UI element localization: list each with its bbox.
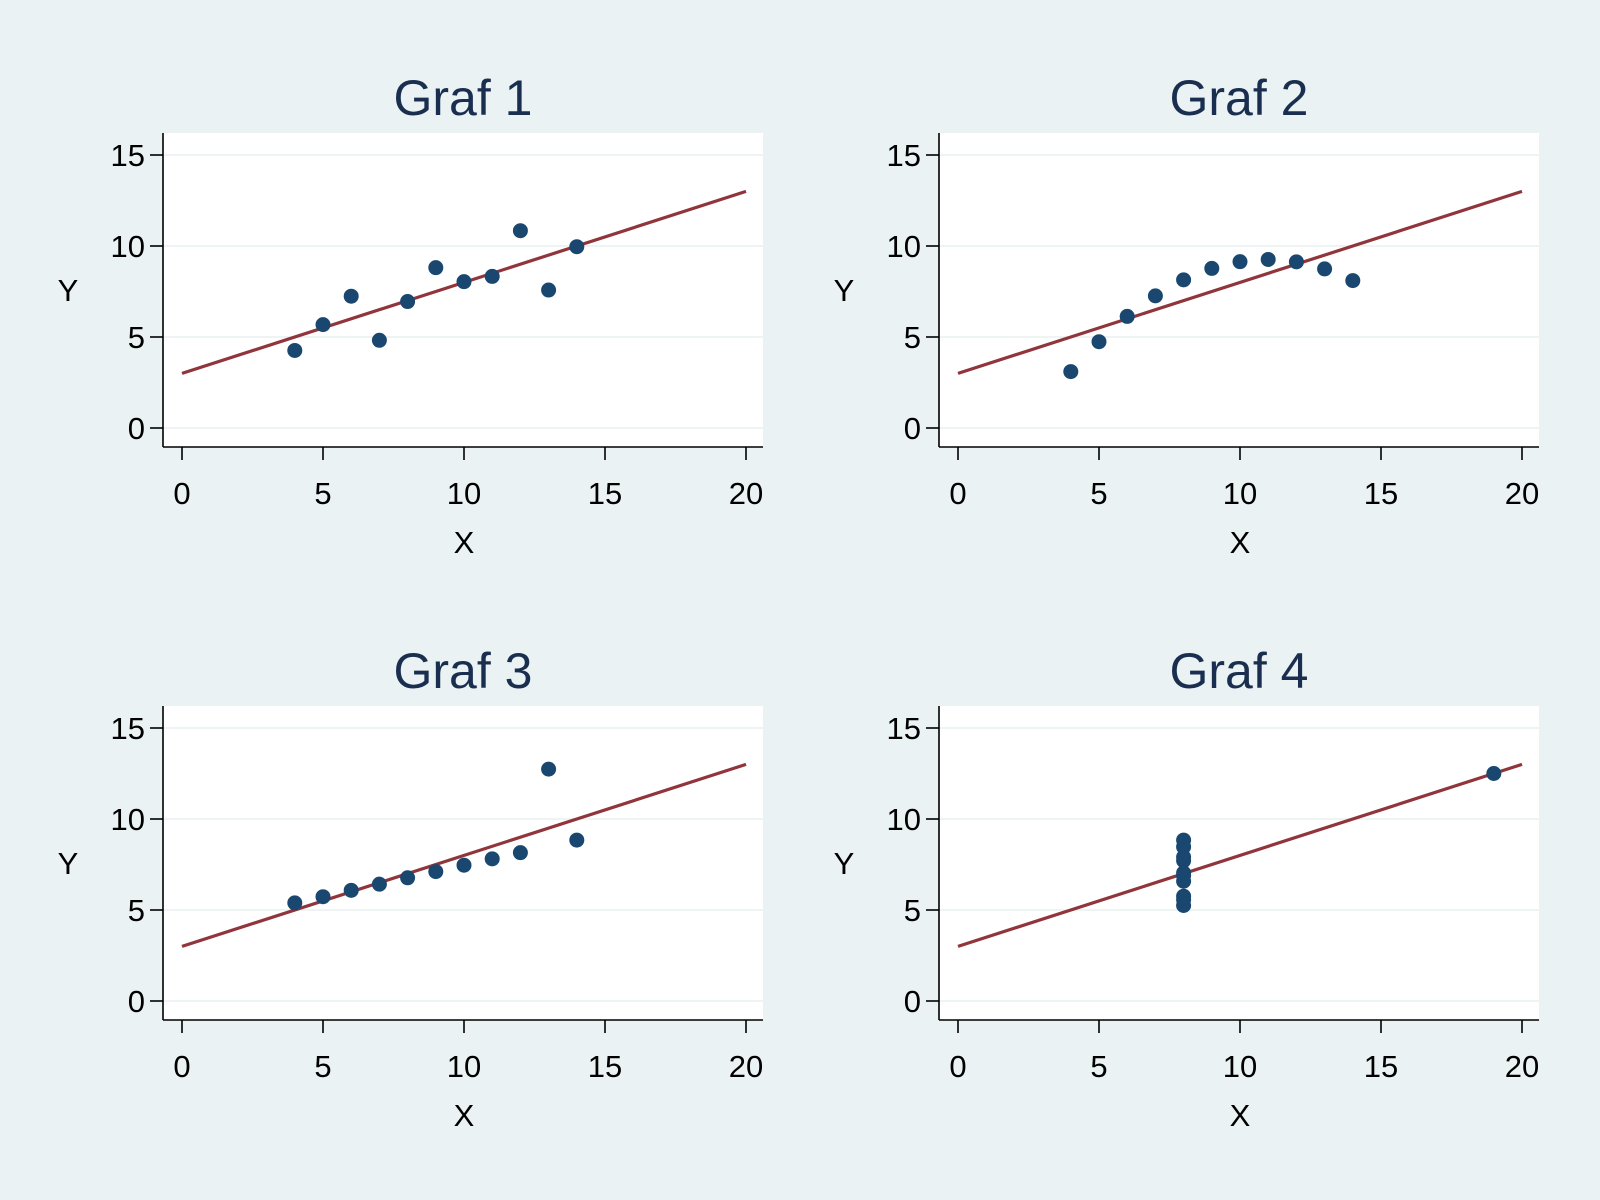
data-point bbox=[1204, 260, 1220, 276]
data-point bbox=[1486, 766, 1502, 781]
scatter-panel-4: Graf 4 0 5 10 15 0 5 10 15 20 X Y bbox=[834, 643, 1540, 1133]
x-axis-title: X bbox=[454, 525, 475, 560]
data-point bbox=[484, 268, 500, 284]
panel-title: Graf 1 bbox=[394, 70, 533, 126]
x-tick-label: 10 bbox=[1223, 1049, 1257, 1084]
data-point bbox=[1176, 272, 1192, 288]
data-point bbox=[400, 870, 416, 886]
data-point bbox=[1288, 254, 1304, 270]
y-tick-label: 0 bbox=[128, 411, 145, 446]
y-tick-label: 5 bbox=[128, 893, 145, 928]
data-point bbox=[512, 223, 528, 239]
x-tick-label: 20 bbox=[1505, 476, 1539, 511]
x-axis-title: X bbox=[1230, 525, 1251, 560]
y-tick-label: 0 bbox=[904, 411, 921, 446]
fit-line bbox=[957, 189, 1523, 375]
panel-title: Graf 4 bbox=[1170, 643, 1309, 699]
data-point bbox=[428, 864, 444, 880]
y-axis-title: Y bbox=[834, 273, 855, 308]
x-tick-label: 15 bbox=[588, 1049, 622, 1084]
data-point bbox=[541, 761, 557, 777]
x-tick-label: 5 bbox=[314, 476, 331, 511]
y-axis-title: Y bbox=[834, 846, 855, 881]
x-tick-label: 10 bbox=[447, 1049, 481, 1084]
y-tick-label: 5 bbox=[904, 893, 921, 928]
x-tick-label: 15 bbox=[1364, 1049, 1398, 1084]
data-point bbox=[1232, 254, 1248, 270]
x-tick-label: 15 bbox=[1364, 476, 1398, 511]
y-axis-title: Y bbox=[58, 273, 79, 308]
x-axis-title: X bbox=[1230, 1098, 1251, 1133]
x-tick-label: 0 bbox=[949, 476, 966, 511]
data-point bbox=[343, 882, 359, 898]
data-point bbox=[1345, 273, 1361, 289]
x-tick-label: 5 bbox=[314, 1049, 331, 1084]
plot-area bbox=[163, 133, 763, 447]
plot-area bbox=[939, 706, 1539, 1020]
y-tick-label: 10 bbox=[111, 802, 145, 837]
data-point bbox=[569, 239, 585, 255]
data-point bbox=[287, 342, 303, 358]
y-tick-label: 15 bbox=[111, 138, 145, 173]
x-tick-label: 5 bbox=[1090, 476, 1107, 511]
y-tick-label: 15 bbox=[887, 138, 921, 173]
data-point bbox=[569, 832, 585, 848]
y-tick-label: 5 bbox=[128, 320, 145, 355]
scatter-panel-3: Graf 3 0 5 10 15 0 5 10 15 20 X Y bbox=[58, 643, 764, 1133]
data-point bbox=[1091, 334, 1107, 350]
data-point bbox=[1147, 288, 1163, 304]
data-point bbox=[371, 876, 387, 892]
data-point bbox=[512, 845, 528, 861]
x-tick-label: 0 bbox=[949, 1049, 966, 1084]
x-tick-label: 5 bbox=[1090, 1049, 1107, 1084]
data-point bbox=[371, 332, 387, 348]
y-tick-label: 15 bbox=[887, 711, 921, 746]
y-tick-label: 0 bbox=[904, 984, 921, 1019]
x-tick-label: 20 bbox=[729, 476, 763, 511]
data-point bbox=[400, 294, 416, 310]
fit-line bbox=[957, 762, 1523, 948]
data-point bbox=[1260, 251, 1276, 267]
x-tick-label: 15 bbox=[588, 476, 622, 511]
y-tick-label: 15 bbox=[111, 711, 145, 746]
data-point bbox=[1176, 849, 1192, 865]
data-point bbox=[1317, 261, 1333, 277]
x-tick-label: 20 bbox=[1505, 1049, 1539, 1084]
data-point bbox=[315, 889, 331, 905]
y-tick-label: 5 bbox=[904, 320, 921, 355]
y-axis-title: Y bbox=[58, 846, 79, 881]
data-point bbox=[1176, 868, 1192, 884]
data-point bbox=[1119, 308, 1135, 324]
x-tick-label: 20 bbox=[729, 1049, 763, 1084]
data-point bbox=[1063, 364, 1079, 380]
scatter-panel-2: Graf 2 0 5 10 15 0 5 10 15 20 X Y bbox=[834, 70, 1540, 560]
plot-area bbox=[939, 133, 1539, 447]
data-point bbox=[287, 895, 303, 911]
data-point bbox=[456, 274, 472, 290]
x-tick-label: 0 bbox=[173, 1049, 190, 1084]
data-point bbox=[456, 857, 472, 873]
x-tick-label: 10 bbox=[1223, 476, 1257, 511]
data-point bbox=[541, 282, 557, 298]
x-tick-label: 0 bbox=[173, 476, 190, 511]
data-point bbox=[484, 851, 500, 867]
y-tick-label: 0 bbox=[128, 984, 145, 1019]
data-point bbox=[315, 317, 331, 333]
data-point bbox=[343, 288, 359, 304]
y-tick-label: 10 bbox=[111, 229, 145, 264]
fit-line bbox=[181, 762, 747, 948]
data-point bbox=[428, 260, 444, 276]
data-point bbox=[1176, 892, 1192, 908]
scatter-panel-1: Graf 1 0 5 10 15 0 5 10 15 20 X Y bbox=[58, 70, 764, 560]
x-tick-label: 10 bbox=[447, 476, 481, 511]
x-axis-title: X bbox=[454, 1098, 475, 1133]
y-tick-label: 10 bbox=[887, 802, 921, 837]
panel-title: Graf 3 bbox=[394, 643, 533, 699]
y-tick-label: 10 bbox=[887, 229, 921, 264]
panel-title: Graf 2 bbox=[1170, 70, 1309, 126]
